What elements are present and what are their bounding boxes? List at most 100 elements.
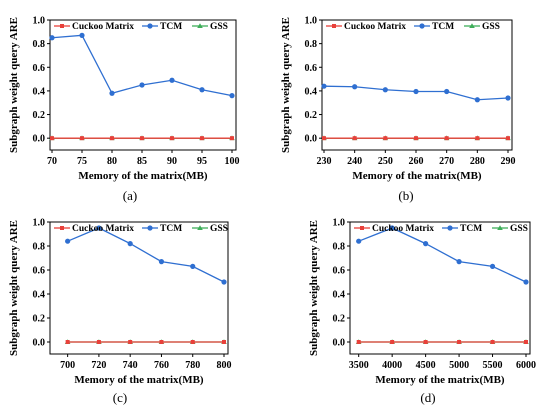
y-tick-label: 0.6 <box>305 63 318 74</box>
legend-swatch-marker <box>332 24 336 28</box>
legend-swatch-marker <box>360 226 364 230</box>
y-tick-label: 0.8 <box>305 39 318 50</box>
legend-label: TCM <box>160 22 182 32</box>
x-tick-label: 260 <box>409 156 424 167</box>
legend-entry-gss: GSS <box>464 22 500 32</box>
x-tick-label: 280 <box>470 156 485 167</box>
y-tick-label: 0.4 <box>33 86 46 97</box>
data-point-tcm <box>190 263 196 269</box>
plot-frame <box>321 19 513 151</box>
data-point-tcm <box>523 279 529 285</box>
data-point-cuckoo-matrix <box>423 340 428 344</box>
legend-label: Cuckoo Matrix <box>344 22 406 32</box>
legend-entry-tcm: TCM <box>442 224 482 234</box>
data-point-tcm <box>444 88 450 95</box>
panel-caption: (a) <box>123 188 137 203</box>
series-line-tcm <box>67 227 225 283</box>
legend-swatch-marker <box>60 226 64 230</box>
y-tick-label: 0.4 <box>333 290 346 301</box>
y-tick-label: 1.0 <box>33 16 46 27</box>
data-point-cuckoo-matrix <box>414 136 418 141</box>
plot-frame <box>349 221 531 355</box>
data-point-tcm <box>169 77 175 83</box>
data-point-cuckoo-matrix <box>222 340 226 344</box>
legend-label: GSS <box>210 22 228 32</box>
series-line-tcm <box>358 227 527 283</box>
legend-label: TCM <box>460 224 482 234</box>
y-tick-label: 0.4 <box>33 290 46 301</box>
legend-label: Cuckoo Matrix <box>372 224 434 234</box>
y-tick-label: 0.2 <box>305 110 318 121</box>
legend-swatch-marker <box>497 225 503 230</box>
x-tick-label: 5000 <box>449 360 469 371</box>
legend-entry-gss: GSS <box>492 224 528 234</box>
data-point-tcm <box>79 32 85 38</box>
y-tick-label: 0.0 <box>333 338 346 349</box>
data-point-tcm <box>139 82 145 88</box>
data-point-cuckoo-matrix <box>128 340 133 344</box>
legend-swatch-marker <box>447 225 453 231</box>
y-axis-label: Subgraph weight query ARE <box>308 220 320 356</box>
x-tick-label: 3500 <box>349 360 369 371</box>
data-point-cuckoo-matrix <box>96 340 101 344</box>
y-tick-label: 0.2 <box>333 314 346 325</box>
chart-panel-2: 0.0 0.2 0.4 0.6 0.8 1.0 230 240 250 260 270 280 290 M… <box>280 16 516 204</box>
x-axis-label: Memory of the matrix(MB) <box>78 170 208 182</box>
data-point-cuckoo-matrix <box>65 340 70 344</box>
y-tick-label: 0.2 <box>33 314 46 325</box>
data-point-cuckoo-matrix <box>490 340 495 344</box>
y-tick-label: 0.0 <box>305 134 318 145</box>
y-axis-label: Subgraph weight query ARE <box>8 220 20 356</box>
x-tick-label: 75 <box>77 156 87 167</box>
legend-swatch-marker <box>419 23 425 29</box>
data-point-cuckoo-matrix <box>457 340 462 344</box>
y-axis-label: Subgraph weight query ARE <box>8 17 20 153</box>
x-tick-label: 740 <box>123 360 138 371</box>
data-point-cuckoo-matrix <box>190 340 195 344</box>
data-point-tcm <box>49 35 55 41</box>
legend-entry-tcm: TCM <box>414 22 454 32</box>
x-tick-label: 780 <box>185 360 200 371</box>
x-tick-label: 4000 <box>382 360 402 371</box>
data-point-cuckoo-matrix <box>524 340 528 344</box>
x-tick-label: 700 <box>60 360 75 371</box>
x-tick-label: 95 <box>197 156 207 167</box>
x-tick-label: 90 <box>167 156 177 167</box>
legend-label: TCM <box>160 224 182 234</box>
legend-entry-cuckoo-matrix: Cuckoo Matrix <box>54 22 134 32</box>
x-tick-label: 250 <box>378 156 393 167</box>
data-point-tcm <box>221 279 227 285</box>
data-point-cuckoo-matrix <box>50 136 54 141</box>
x-tick-label: 70 <box>47 156 57 167</box>
legend-entry-cuckoo-matrix: Cuckoo Matrix <box>326 22 406 32</box>
chart-panel-1: 0.0 0.2 0.4 0.6 0.8 1.0 70 75 80 85 90 95 100 Memory … <box>8 16 240 204</box>
y-tick-label: 0.8 <box>333 242 346 253</box>
data-point-tcm <box>489 263 496 269</box>
y-tick-label: 0.6 <box>333 266 346 277</box>
legend-swatch-marker <box>147 225 153 231</box>
panel-caption: (d) <box>420 390 435 405</box>
y-tick-label: 1.0 <box>333 218 346 229</box>
data-point-tcm <box>229 93 235 99</box>
data-point-tcm <box>474 97 480 103</box>
y-tick-label: 0.6 <box>33 266 46 277</box>
y-tick-label: 0.4 <box>305 86 318 97</box>
x-axis-label: Memory of the matrix(MB) <box>375 374 505 386</box>
y-tick-label: 0.8 <box>33 242 46 253</box>
data-point-tcm <box>505 95 511 101</box>
x-tick-label: 85 <box>137 156 147 167</box>
data-point-tcm <box>413 88 419 95</box>
data-point-tcm <box>356 238 362 244</box>
data-point-tcm <box>321 83 327 89</box>
y-tick-label: 0.2 <box>33 110 46 121</box>
data-point-cuckoo-matrix <box>230 136 234 141</box>
legend-entry-cuckoo-matrix: Cuckoo Matrix <box>54 224 134 234</box>
x-tick-label: 6000 <box>516 360 536 371</box>
data-point-cuckoo-matrix <box>475 136 480 141</box>
data-point-tcm <box>199 87 205 93</box>
x-tick-label: 720 <box>91 360 106 371</box>
x-tick-label: 800 <box>217 360 232 371</box>
data-point-cuckoo-matrix <box>322 136 326 141</box>
x-tick-label: 760 <box>154 360 169 371</box>
